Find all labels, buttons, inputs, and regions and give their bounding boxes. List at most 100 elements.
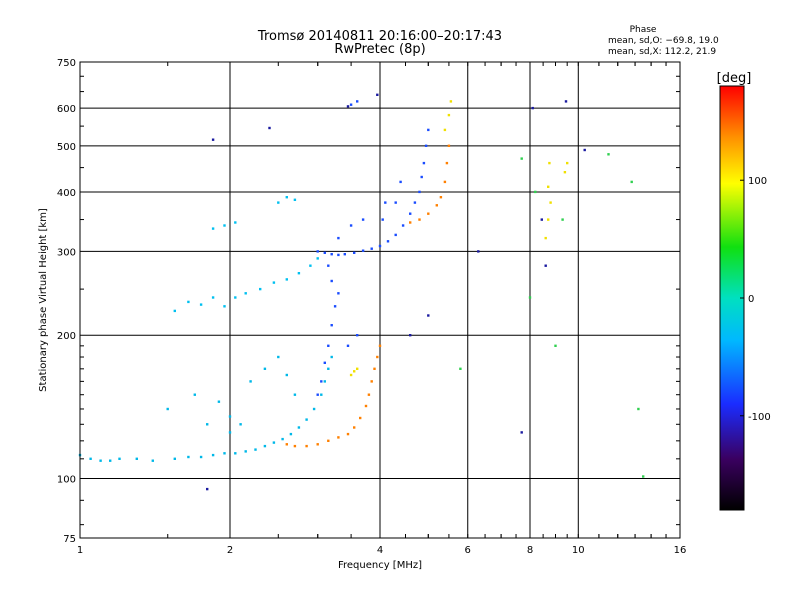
data-point xyxy=(173,457,176,460)
chart-subtitle: RwPretec (8p) xyxy=(334,42,425,57)
data-point xyxy=(330,253,333,256)
data-point xyxy=(166,407,169,411)
data-point xyxy=(548,161,551,165)
data-point xyxy=(401,224,405,227)
x-tick-label: 2 xyxy=(227,545,233,556)
y-axis-label: Stationary phase Virtual Height [km] xyxy=(38,208,49,392)
y-tick-label: 200 xyxy=(57,331,76,342)
data-point xyxy=(447,144,451,147)
data-point xyxy=(337,253,340,257)
data-point xyxy=(427,212,430,215)
data-point xyxy=(151,459,154,462)
data-point xyxy=(420,175,423,179)
data-point xyxy=(349,224,353,227)
data-point xyxy=(520,431,523,434)
data-point xyxy=(607,153,610,156)
data-point xyxy=(316,393,319,396)
data-point xyxy=(549,201,552,204)
data-point xyxy=(297,426,301,429)
data-point xyxy=(211,227,215,230)
data-point xyxy=(337,236,340,240)
data-point xyxy=(297,272,301,275)
data-point xyxy=(346,105,350,108)
x-tick-label: 10 xyxy=(572,545,585,556)
data-points xyxy=(78,93,645,491)
data-point xyxy=(223,305,226,308)
data-point xyxy=(642,475,645,478)
data-point xyxy=(234,221,237,224)
data-point xyxy=(234,296,237,299)
data-point xyxy=(316,257,319,260)
data-point xyxy=(293,198,297,201)
data-point xyxy=(394,233,397,237)
data-point xyxy=(206,487,209,491)
data-point xyxy=(316,443,319,446)
y-tick-label: 100 xyxy=(57,475,76,486)
data-point xyxy=(563,171,567,174)
data-point xyxy=(409,334,412,337)
data-point xyxy=(630,180,633,184)
y-tick-label: 750 xyxy=(57,58,76,69)
phase-header: Phase xyxy=(630,25,657,35)
data-point xyxy=(424,144,428,147)
data-point xyxy=(394,201,397,204)
data-point xyxy=(439,196,443,199)
data-point xyxy=(239,423,242,426)
data-point xyxy=(187,455,190,459)
data-point xyxy=(244,292,247,295)
data-point xyxy=(268,126,271,130)
data-point xyxy=(520,157,523,160)
data-point xyxy=(228,415,232,418)
data-point xyxy=(534,190,537,194)
data-point xyxy=(254,448,257,451)
data-point xyxy=(349,373,353,377)
data-point xyxy=(272,281,276,284)
data-point xyxy=(199,455,203,459)
tick-labels: 1 2 4 6 8 10 16 75 100 200 300 400 500 600 750 xyxy=(57,58,686,556)
data-point xyxy=(305,418,308,421)
data-point xyxy=(330,279,333,283)
data-point xyxy=(409,212,412,215)
colorbar: [deg] 100 0 -100 xyxy=(717,71,771,511)
data-point xyxy=(234,452,237,455)
colorbar-tick-label: 100 xyxy=(748,176,767,187)
data-point xyxy=(445,161,449,165)
data-point xyxy=(370,380,373,383)
data-point xyxy=(323,361,326,364)
phase-stats-x: mean, sd,X: 112.2, 21.9 xyxy=(608,47,716,57)
colorbar-tick-label: -100 xyxy=(748,412,771,423)
data-point xyxy=(449,100,453,103)
data-point xyxy=(330,324,333,327)
x-tick-label: 4 xyxy=(377,545,383,556)
data-point xyxy=(346,432,350,436)
data-point xyxy=(378,344,382,347)
data-point xyxy=(89,457,92,460)
data-point xyxy=(293,444,297,448)
data-point xyxy=(353,370,356,373)
data-point xyxy=(547,185,550,188)
data-point xyxy=(353,251,356,254)
data-point xyxy=(228,431,232,434)
chart-title: Tromsø 20140811 20:16:00–20:17:43 xyxy=(257,29,502,44)
data-point xyxy=(544,264,547,267)
data-point xyxy=(409,221,412,224)
colorbar-label: [deg] xyxy=(717,71,752,86)
y-tick-label: 300 xyxy=(57,247,76,258)
data-point xyxy=(435,204,438,207)
data-point xyxy=(364,404,368,408)
data-point xyxy=(637,407,640,411)
grid-lines xyxy=(80,62,680,538)
data-point xyxy=(99,459,102,462)
data-point xyxy=(427,314,430,317)
y-tick-label: 600 xyxy=(57,104,76,115)
data-point xyxy=(359,416,362,420)
x-tick-label: 16 xyxy=(674,545,687,556)
data-point xyxy=(277,201,280,204)
tick-marks xyxy=(80,62,680,538)
data-point xyxy=(293,393,297,396)
y-tick-label: 500 xyxy=(57,142,76,153)
data-point xyxy=(199,303,203,306)
data-point xyxy=(356,100,359,103)
data-point xyxy=(418,218,421,221)
data-point xyxy=(320,393,323,396)
